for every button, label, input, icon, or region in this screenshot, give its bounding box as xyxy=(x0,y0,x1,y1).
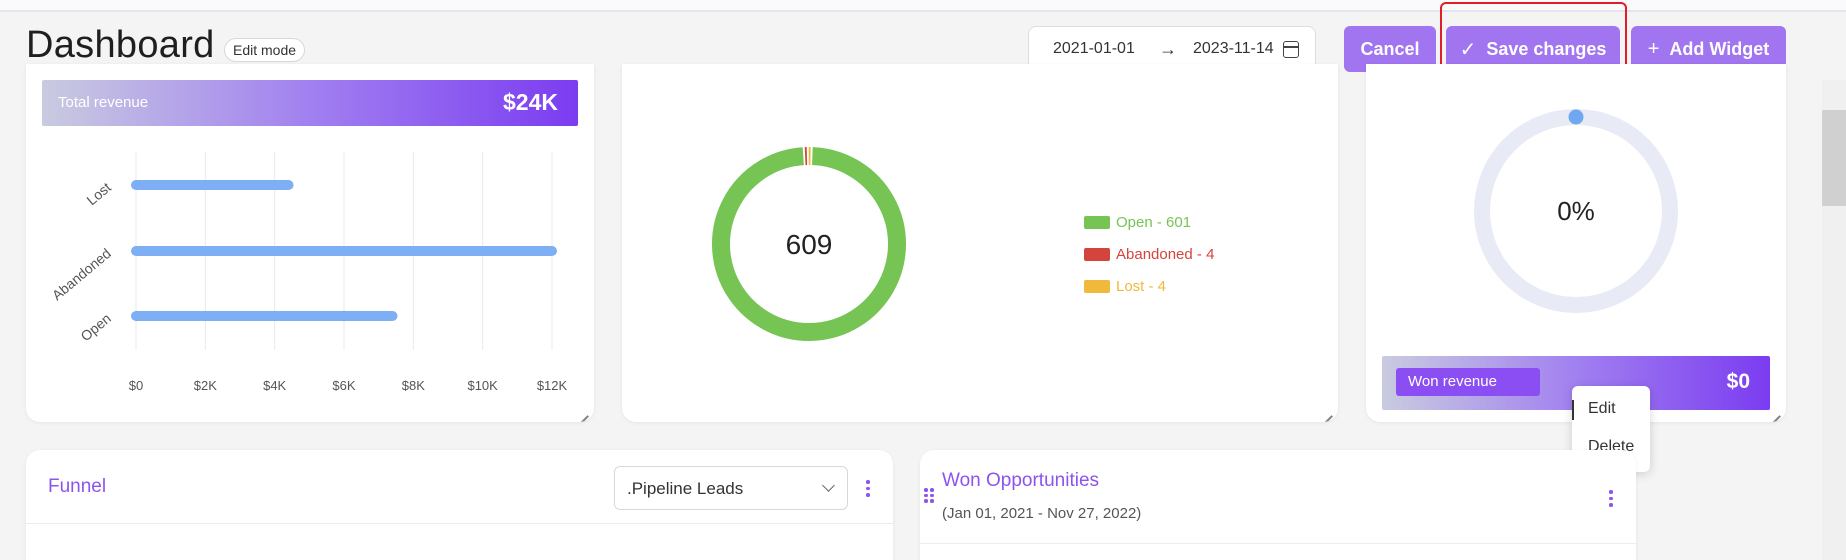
more-vertical-icon[interactable] xyxy=(1609,490,1613,507)
date-to[interactable]: 2023-11-14 xyxy=(1193,40,1274,57)
won-opportunities-title: Won Opportunities xyxy=(942,470,1100,491)
progress-ring-marker xyxy=(1568,109,1584,125)
more-vertical-icon[interactable] xyxy=(866,480,870,497)
x-tick-label: $2K xyxy=(194,378,217,393)
won-progress-ring: 0% xyxy=(1474,109,1678,313)
divider xyxy=(26,523,893,524)
divider xyxy=(920,543,1636,544)
x-tick-label: $6K xyxy=(332,378,355,393)
total-revenue-banner: Total revenue $24K xyxy=(42,80,578,126)
revenue-bar-chart: $0 $2K $4K $6K $8K $10K $12K Lost Abandoned Open xyxy=(49,152,568,393)
legend-item[interactable]: Open - 601 xyxy=(1084,206,1214,238)
won-opportunities-date-range: (Jan 01, 2021 - Nov 27, 2022) xyxy=(942,505,1142,522)
category-label: Open xyxy=(77,310,114,344)
calendar-icon[interactable] xyxy=(1283,41,1299,58)
check-icon: ✓ xyxy=(1459,38,1477,61)
resize-handle-icon[interactable] xyxy=(1768,404,1780,416)
page-title: Dashboard xyxy=(26,24,215,66)
pipeline-select[interactable]: .Pipeline Leads xyxy=(614,466,848,510)
legend-item[interactable]: Lost - 4 xyxy=(1084,270,1214,302)
donut-slice-open xyxy=(712,147,906,341)
total-revenue-value: $24K xyxy=(503,89,558,115)
date-from[interactable]: 2021-01-01 xyxy=(1053,40,1135,57)
legend-label: Lost - 4 xyxy=(1116,277,1167,295)
x-tick-label: $4K xyxy=(263,378,286,393)
add-widget-label: Add Widget xyxy=(1669,38,1770,59)
donut-legend: Open - 601 Abandoned - 4 Lost - 4 xyxy=(1084,206,1214,302)
pipeline-select-value: .Pipeline Leads xyxy=(627,479,744,498)
drag-handle-icon[interactable] xyxy=(924,488,934,503)
legend-label: Open - 601 xyxy=(1116,213,1192,231)
plus-icon: + xyxy=(1647,37,1660,60)
scrollbar-thumb[interactable] xyxy=(1822,110,1846,206)
arrow-right-icon: → xyxy=(1159,39,1177,59)
funnel-widget: Funnel .Pipeline Leads xyxy=(26,450,893,560)
edit-mode-badge: Edit mode xyxy=(224,38,306,62)
cancel-button-label: Cancel xyxy=(1360,38,1420,59)
menu-item-edit[interactable]: Edit xyxy=(1588,400,1616,417)
resize-handle-icon[interactable] xyxy=(576,404,588,416)
chevron-down-icon xyxy=(822,479,835,492)
save-button-label: Save changes xyxy=(1486,38,1607,59)
funnel-title: Funnel xyxy=(48,476,107,497)
total-revenue-label: Total revenue xyxy=(58,94,149,111)
legend-item[interactable]: Abandoned - 4 xyxy=(1084,238,1214,270)
donut-center-value: 609 xyxy=(786,229,833,260)
won-opportunities-widget: Won Opportunities (Jan 01, 2021 - Nov 27… xyxy=(920,450,1636,560)
legend-label: Abandoned - 4 xyxy=(1116,245,1215,263)
legend-swatch xyxy=(1084,215,1110,229)
legend-swatch xyxy=(1084,279,1110,293)
x-tick-label: $12K xyxy=(537,378,568,393)
date-range-picker[interactable]: 2021-01-01 → 2023-11-14 xyxy=(1028,26,1316,72)
status-donut-chart: 609 xyxy=(712,147,906,341)
legend-swatch xyxy=(1084,247,1110,261)
won-widget: 0% Won revenue $0 xyxy=(1366,64,1786,422)
resize-handle-icon[interactable] xyxy=(1320,404,1332,416)
x-tick-label: $0 xyxy=(129,378,143,393)
category-label: Abandoned xyxy=(49,245,114,303)
page-scrollbar[interactable] xyxy=(1822,80,1846,560)
status-widget: 609 Open - 601 Abandoned - 4 Lost - 4 xyxy=(622,64,1338,422)
won-revenue-value: $0 xyxy=(1726,370,1750,393)
won-revenue-label: Won revenue xyxy=(1396,368,1540,396)
text-caret xyxy=(1572,400,1574,420)
browser-top-strip xyxy=(0,0,1846,12)
x-tick-label: $10K xyxy=(467,378,498,393)
won-percent-value: 0% xyxy=(1557,196,1595,226)
revenue-widget: Total revenue $24K $0 $2K $4K $6K $8K $10K $12… xyxy=(26,64,594,422)
category-label: Lost xyxy=(83,179,114,208)
x-tick-label: $8K xyxy=(402,378,425,393)
